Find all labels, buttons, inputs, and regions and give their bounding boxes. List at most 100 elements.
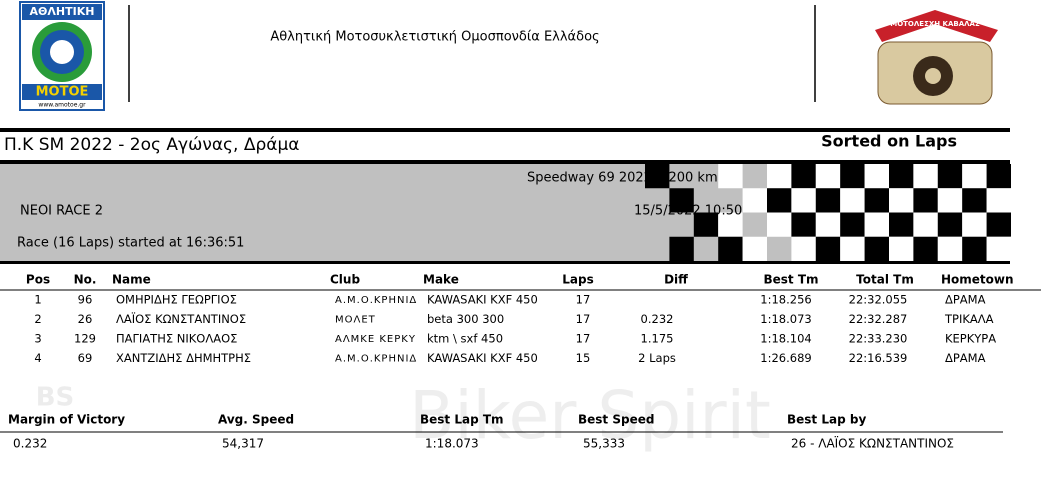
summary-value: 0.232 bbox=[13, 437, 47, 451]
flag-square bbox=[767, 188, 792, 213]
sort-label: Sorted on Laps bbox=[821, 132, 957, 151]
flag-square bbox=[889, 164, 914, 189]
flag-square bbox=[889, 188, 914, 213]
flag-square bbox=[937, 188, 963, 213]
cell: KAWASAKI KXF 450 bbox=[427, 293, 538, 307]
cell: 129 bbox=[74, 332, 96, 346]
flag-square bbox=[815, 164, 841, 189]
flag-square bbox=[767, 212, 792, 237]
rule bbox=[0, 261, 1010, 264]
flag-square bbox=[962, 236, 987, 261]
cell: ΜΟΛΕΤ bbox=[335, 315, 376, 326]
cell: 22:16.539 bbox=[849, 351, 908, 365]
organization: Αθλητική Μοτοσυκλετιστική Ομοσπονδία Ελλ… bbox=[270, 30, 599, 45]
column-header: Hometown bbox=[941, 273, 1014, 287]
flag-square bbox=[718, 236, 743, 261]
flag-square bbox=[913, 188, 938, 213]
cell: 1:26.689 bbox=[760, 351, 811, 365]
watermark-mark: BS bbox=[36, 383, 75, 413]
race-start: Race (16 Laps) started at 16:36:51 bbox=[17, 236, 244, 251]
cell: Α.Μ.Ο.ΚΡΗΝΙΔ bbox=[335, 354, 417, 365]
flag-square bbox=[986, 164, 1011, 189]
summary-label: Best Speed bbox=[578, 413, 654, 427]
flag-square bbox=[962, 164, 987, 189]
flag-square bbox=[791, 236, 816, 261]
column-header: Club bbox=[330, 273, 360, 287]
rule bbox=[0, 160, 1010, 164]
cell: 4 bbox=[34, 351, 41, 365]
cell: 22:33.230 bbox=[849, 332, 908, 346]
cell: ΠΑΓΙΑΤΗΣ ΝΙΚΟΛΑΟΣ bbox=[116, 332, 237, 346]
flag-square bbox=[791, 212, 816, 237]
logo-name: ΜΟΤΟΕ bbox=[36, 85, 89, 100]
cell: 2 bbox=[34, 312, 41, 326]
cell: beta 300 300 bbox=[427, 312, 504, 326]
flag-square bbox=[840, 212, 865, 237]
flag-square bbox=[937, 236, 963, 261]
cell: 1:18.256 bbox=[760, 293, 811, 307]
cell: 22:32.287 bbox=[849, 312, 908, 326]
column-header: Name bbox=[112, 273, 151, 287]
cell: ΛΑΪΟΣ ΚΩΝΣΤΑΝΤΙΝΟΣ bbox=[116, 311, 246, 326]
cell: 22:32.055 bbox=[849, 293, 908, 307]
cell: ΔΡΑΜΑ bbox=[945, 293, 986, 307]
cell: 1.175 bbox=[641, 332, 674, 346]
cell: 96 bbox=[78, 293, 93, 307]
flag-square bbox=[962, 188, 987, 213]
flag-square bbox=[986, 188, 1011, 213]
flag-square bbox=[742, 188, 767, 213]
flag-square bbox=[962, 212, 987, 237]
flag-square bbox=[645, 164, 670, 189]
flag-square bbox=[889, 212, 914, 237]
flag-square bbox=[937, 164, 963, 189]
right-logo bbox=[875, 10, 998, 105]
flag-square bbox=[840, 164, 865, 189]
column-header: No. bbox=[74, 273, 97, 287]
summary-value: 54,317 bbox=[222, 437, 264, 451]
cell: 1:18.104 bbox=[760, 332, 811, 346]
cell: ΧΑΝΤΖΙΔΗΣ ΔΗΜΗΤΡΗΣ bbox=[116, 351, 251, 365]
cell: Α.Μ.Ο.ΚΡΗΝΙΔ bbox=[335, 295, 417, 306]
summary-label: Margin of Victory bbox=[8, 413, 125, 427]
flag-square bbox=[791, 188, 816, 213]
flag-square bbox=[815, 188, 841, 213]
cell: 0.232 bbox=[641, 312, 674, 326]
logo-url: www.amotoe.gr bbox=[38, 102, 86, 109]
flag-square bbox=[889, 236, 914, 261]
cell: 15 bbox=[576, 351, 591, 365]
cell: ΔΡΑΜΑ bbox=[945, 351, 986, 365]
cell: 1:18.073 bbox=[760, 312, 811, 326]
flag-square bbox=[913, 212, 938, 237]
flag-square bbox=[986, 212, 1011, 237]
column-header: Total Tm bbox=[856, 273, 914, 287]
flag-square bbox=[986, 236, 1011, 261]
summary-label: Best Lap Tm bbox=[420, 413, 504, 427]
watermark-text: Biker Spirit bbox=[409, 377, 771, 454]
cell: ΟΜΗΡΙΔΗΣ ΓΕΩΡΓΙΟΣ bbox=[116, 293, 237, 307]
flag-square bbox=[840, 188, 865, 213]
flag-square bbox=[864, 188, 889, 213]
flag-square bbox=[913, 164, 938, 189]
flag-square bbox=[791, 164, 816, 189]
cell: 3 bbox=[34, 332, 41, 346]
race-datetime: 15/5/2022 10:50 bbox=[634, 204, 742, 219]
cell: ΚΕΡΚΥΡΑ bbox=[945, 332, 996, 346]
flag-square bbox=[913, 236, 938, 261]
flag-square bbox=[864, 212, 889, 237]
cell: ΑΛΜΚΕ ΚΕΡΚΥ bbox=[335, 334, 416, 345]
flag-square bbox=[718, 212, 743, 237]
cell: 69 bbox=[78, 351, 93, 365]
summary-value: 1:18.073 bbox=[425, 437, 479, 451]
left-logo bbox=[19, 1, 105, 111]
summary-label: Best Lap by bbox=[787, 413, 866, 427]
flag-square bbox=[669, 188, 694, 213]
summary-value: 26 - ΛΑΪΟΣ ΚΩΝΣΤΑΝΤΙΝΟΣ bbox=[791, 436, 954, 451]
cell: 26 bbox=[78, 312, 93, 326]
cell: ktm \ sxf 450 bbox=[427, 332, 503, 346]
cell: 2 Laps bbox=[638, 351, 676, 365]
flag-square bbox=[815, 212, 841, 237]
flag-square bbox=[864, 236, 889, 261]
flag-square bbox=[864, 164, 889, 189]
flag-square bbox=[840, 236, 865, 261]
